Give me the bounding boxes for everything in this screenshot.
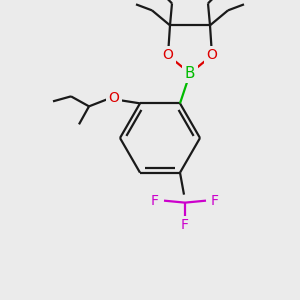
Text: F: F (151, 194, 159, 208)
Text: O: O (163, 48, 173, 62)
Text: O: O (207, 48, 218, 62)
Text: O: O (109, 92, 119, 105)
Text: F: F (211, 194, 219, 208)
Text: F: F (181, 218, 189, 232)
Text: B: B (185, 66, 195, 81)
